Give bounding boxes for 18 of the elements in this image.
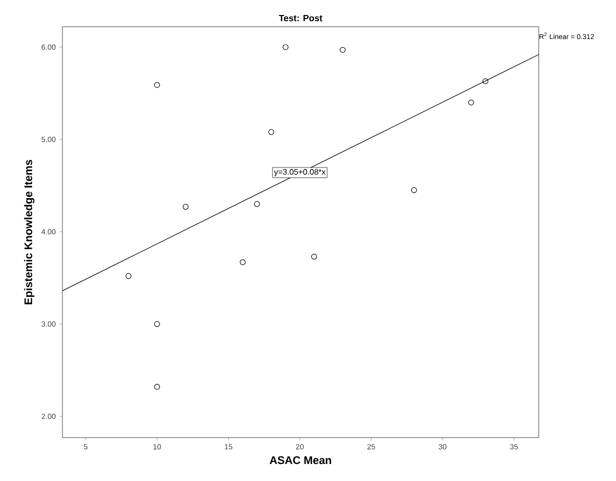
point — [154, 82, 160, 88]
point — [240, 259, 246, 266]
point — [268, 129, 274, 135]
annotation: y=3.05+0.08*x — [274, 169, 326, 176]
chart-title: Test: Post — [278, 14, 322, 22]
point — [154, 321, 160, 327]
x-axis-title: ASAC Mean — [270, 456, 332, 464]
point — [468, 100, 474, 106]
point — [482, 78, 488, 84]
point — [411, 187, 417, 194]
point — [311, 254, 317, 260]
point — [182, 204, 189, 210]
point — [126, 273, 132, 279]
point — [340, 46, 346, 53]
point — [282, 44, 288, 50]
y-axis-title: Epistemic Knowledge Items — [24, 160, 34, 304]
point — [154, 384, 160, 390]
point — [254, 201, 260, 207]
